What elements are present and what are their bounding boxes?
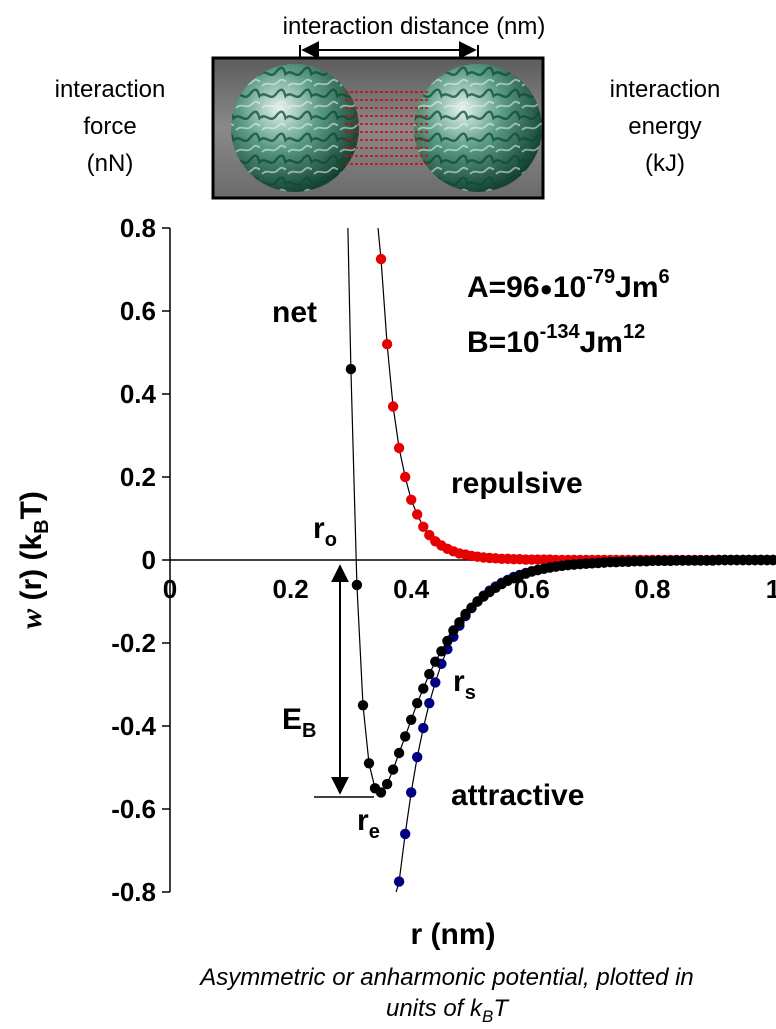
x-tick-label: 0.8 xyxy=(634,574,670,604)
data-point xyxy=(375,253,387,265)
x-tick-label: 1 xyxy=(766,574,776,604)
data-point xyxy=(424,698,435,709)
data-point xyxy=(412,751,423,763)
data-point xyxy=(454,617,465,628)
data-point xyxy=(448,625,459,636)
data-point xyxy=(442,635,453,647)
x-axis-label: r (nm) xyxy=(411,918,496,951)
x-tick-labels: 0 0.2 0.4 0.6 0.8 1 xyxy=(163,574,776,604)
data-point xyxy=(400,828,411,840)
caption-line-1: Asymmetric or anharmonic potential, plot… xyxy=(198,964,694,991)
data-point xyxy=(418,521,429,532)
data-point xyxy=(436,646,447,657)
data-point xyxy=(381,339,393,350)
energy-barrier-marker xyxy=(314,564,374,798)
label-e-b: EB xyxy=(282,703,316,742)
data-point xyxy=(418,722,429,734)
data-point xyxy=(430,656,441,667)
data-point xyxy=(406,714,417,725)
energy-label-line-2: energy xyxy=(628,113,701,140)
y-tick-label: -0.6 xyxy=(111,794,156,824)
series-layer xyxy=(345,227,776,893)
series-line xyxy=(347,227,773,794)
data-point xyxy=(393,442,405,454)
y-axis-label: w (r) (kBT) xyxy=(15,491,53,629)
label-net: net xyxy=(272,296,317,329)
y-tick-label: 0.8 xyxy=(120,213,156,243)
data-point xyxy=(418,683,429,694)
interaction-lines xyxy=(345,91,430,165)
data-point xyxy=(393,876,405,887)
force-label-line-1: interaction xyxy=(55,76,166,103)
data-point xyxy=(387,764,399,775)
force-label-line-2: force xyxy=(83,113,136,140)
data-point xyxy=(430,677,441,688)
data-point xyxy=(393,747,405,759)
data-point xyxy=(357,700,369,711)
param-b: B=10-134Jm12 xyxy=(467,321,645,359)
y-tick-label: 0.6 xyxy=(120,296,156,326)
data-point xyxy=(351,579,363,591)
x-tick-label: 0.2 xyxy=(273,574,309,604)
label-attractive: attractive xyxy=(451,779,584,812)
sphere-right xyxy=(414,64,542,192)
caption-line-2: units of kBT xyxy=(386,995,510,1026)
data-point xyxy=(412,509,423,520)
data-point xyxy=(400,471,411,483)
data-point xyxy=(406,787,417,798)
y-tick-label: -0.2 xyxy=(111,628,156,658)
data-point xyxy=(406,494,417,505)
series-2 xyxy=(345,227,776,798)
header-illustration: interaction distance (nm) interaction fo… xyxy=(55,13,721,200)
distance-label: interaction distance (nm) xyxy=(283,13,546,40)
data-point xyxy=(363,758,375,769)
x-tick-label: 0.4 xyxy=(393,574,430,604)
data-point xyxy=(345,363,357,375)
param-a: A=96●10-79Jm6 xyxy=(467,266,670,304)
energy-label-line-3: (kJ) xyxy=(645,150,685,177)
y-tick-labels: 0.8 0.6 0.4 0.2 0 -0.2 -0.4 -0.6 -0.8 xyxy=(111,213,156,907)
label-r-s: rs xyxy=(453,665,476,704)
data-point xyxy=(424,668,435,680)
x-tick-label: 0 xyxy=(163,574,177,604)
data-point xyxy=(767,554,776,566)
data-point xyxy=(375,787,387,798)
series-1 xyxy=(393,554,776,893)
label-repulsive: repulsive xyxy=(451,467,583,500)
series-line xyxy=(395,559,773,893)
y-tick-label: -0.8 xyxy=(111,877,156,907)
y-tick-label: 0.2 xyxy=(120,462,156,492)
sphere-left xyxy=(231,64,359,192)
data-point xyxy=(387,401,399,412)
y-tick-label: -0.4 xyxy=(111,711,156,741)
y-tick-marks xyxy=(162,227,170,893)
label-r-e: re xyxy=(357,804,380,843)
force-label-line-3: (nN) xyxy=(87,150,134,177)
energy-label-line-1: interaction xyxy=(610,76,721,103)
y-tick-label: 0 xyxy=(142,545,156,575)
label-r-o: ro xyxy=(313,512,337,551)
data-point xyxy=(412,698,423,709)
y-tick-label: 0.4 xyxy=(120,379,157,409)
data-point xyxy=(400,731,411,742)
data-point xyxy=(381,778,393,790)
